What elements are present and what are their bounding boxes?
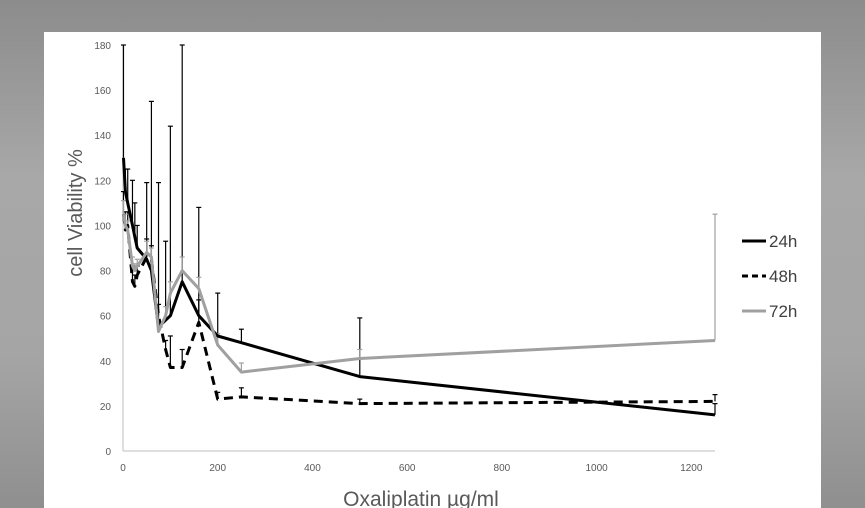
legend-label-48h: 48h: [769, 267, 797, 286]
y-tick-label: 20: [100, 402, 112, 413]
y-tick-label: 0: [105, 447, 111, 458]
x-tick-label: 1200: [680, 463, 703, 474]
y-tick-label: 160: [94, 86, 111, 97]
y-tick-label: 60: [100, 312, 112, 323]
x-axis-title: Oxaliplatin µg/ml: [343, 488, 499, 508]
x-tick-label: 0: [120, 463, 126, 474]
x-tick-label: 600: [399, 463, 416, 474]
tick-labels: 0 20 40 60 80 100 120 140 160 180 0 200 400 600 800 100…: [94, 41, 703, 474]
y-tick-label: 180: [94, 41, 111, 52]
axes: [122, 45, 715, 452]
y-tick-label: 40: [100, 357, 112, 368]
legend-label-24h: 24h: [769, 232, 797, 251]
chart-panel: 0 20 40 60 80 100 120 140 160 180 0 200 400 600 800 100…: [44, 32, 821, 508]
y-tick-label: 80: [100, 267, 112, 278]
x-tick-label: 800: [494, 463, 511, 474]
x-tick-label: 1000: [585, 463, 608, 474]
y-tick-label: 120: [94, 176, 111, 187]
x-tick-label: 400: [304, 463, 321, 474]
line-chart: 0 20 40 60 80 100 120 140 160 180 0 200 400 600 800 100…: [65, 41, 797, 508]
series-line-72h: [122, 213, 716, 374]
series-line-48h: [122, 214, 716, 406]
y-tick-label: 140: [94, 131, 111, 142]
legend-label-72h: 72h: [769, 302, 797, 321]
legend: 24h 48h 72h: [742, 232, 797, 321]
y-tick-label: 100: [94, 221, 111, 232]
x-tick-label: 200: [209, 463, 226, 474]
error-bars: [120, 44, 718, 415]
y-axis-title: cell Viability %: [65, 149, 87, 277]
series-lines: [122, 157, 716, 417]
